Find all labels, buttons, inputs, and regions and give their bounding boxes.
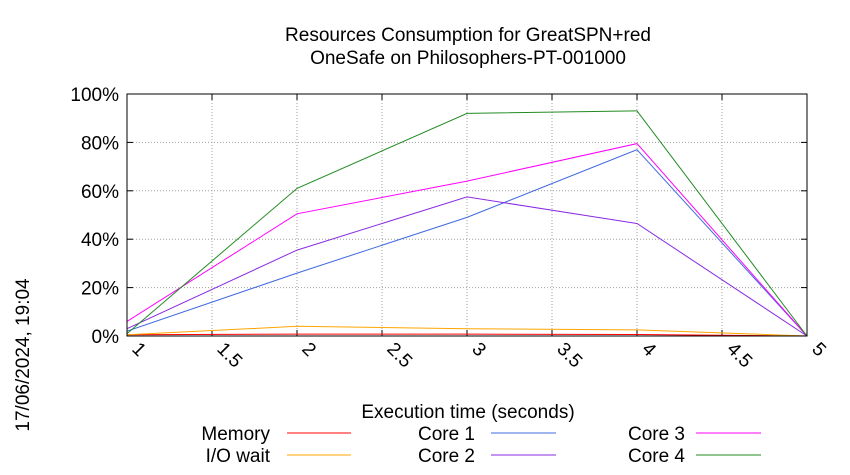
y-tick-label: 60% (81, 182, 119, 203)
grid (127, 94, 807, 336)
legend-label-core-4: Core 4 (628, 446, 685, 467)
y-tick-label: 80% (81, 133, 119, 154)
x-tick-label: 1 (127, 339, 149, 361)
x-tick-label: 3 (467, 339, 489, 361)
x-tick-label: 2 (297, 339, 319, 361)
plot-frame (126, 93, 808, 337)
chart-title: Resources Consumption for GreatSPN+red (285, 25, 651, 46)
series-line-core-4 (126, 110, 808, 337)
x-tick-label: 3.5 (552, 339, 586, 373)
series-line-i-o-wait (126, 325, 808, 337)
y-tick-label: 40% (81, 230, 119, 251)
x-tick-label: 4.5 (722, 339, 756, 373)
x-tick-label: 2.5 (382, 339, 416, 373)
x-axis-label: Execution time (seconds) (361, 402, 574, 423)
y-tick-label: 20% (81, 279, 119, 300)
y-tick-label: 100% (70, 85, 119, 106)
legend-label-i-o-wait: I/O wait (206, 446, 271, 467)
y-axis-ticks: 0% 20% 40% 60% 80% 100% (70, 85, 807, 348)
y-tick-label: 0% (92, 327, 120, 348)
timestamp-label: 17/06/2024, 19:04 (13, 278, 34, 432)
legend-label-memory: Memory (201, 424, 270, 445)
series-line-core-2 (126, 196, 808, 337)
series-lines (126, 110, 808, 337)
x-tick-label: 1.5 (212, 339, 246, 373)
legend-label-core-3: Core 3 (628, 424, 685, 445)
series-line-memory (126, 333, 808, 337)
legend-label-core-2: Core 2 (418, 446, 475, 467)
x-tick-label: 5 (807, 339, 829, 361)
series-line-core-1 (126, 149, 808, 337)
series-line-core-3 (126, 143, 808, 337)
chart-subtitle: OneSafe on Philosophers-PT-001000 (310, 48, 626, 69)
x-tick-label: 4 (637, 339, 660, 362)
legend-label-core-1: Core 1 (418, 424, 475, 445)
x-axis-ticks: 1 1.5 2 2.5 3 3.5 4 4.5 5 (126, 94, 830, 373)
